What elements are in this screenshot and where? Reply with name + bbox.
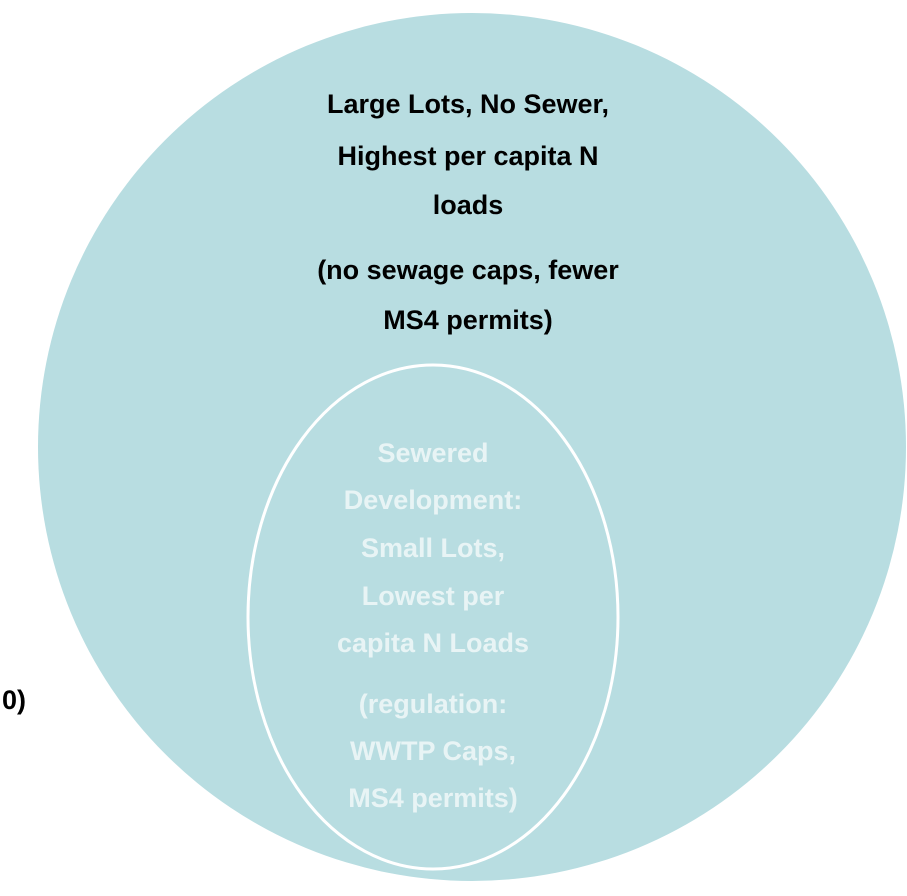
outer-note: MS4 permits) xyxy=(383,305,553,335)
labels: Large Lots, No Sewer, Highest per capita … xyxy=(317,89,619,813)
outer-note: (no sewage caps, fewer xyxy=(317,255,619,285)
inner-label: Development: xyxy=(344,485,523,515)
outer-label: loads xyxy=(433,190,504,220)
outer-label: Large Lots, No Sewer, xyxy=(327,89,609,119)
outer-label: Highest per capita N xyxy=(337,141,598,171)
side-label: 0) xyxy=(2,685,26,715)
inner-label: capita N Loads xyxy=(337,628,529,658)
inner-note: WWTP Caps, xyxy=(350,736,516,766)
inner-note: (regulation: xyxy=(359,689,508,719)
outer-circle xyxy=(38,13,906,881)
inner-ellipse xyxy=(246,363,620,871)
inner-label: Small Lots, xyxy=(361,533,505,563)
inner-label: Lowest per xyxy=(362,581,505,611)
inner-note: MS4 permits) xyxy=(348,783,518,813)
inner-label: Sewered xyxy=(377,438,488,468)
